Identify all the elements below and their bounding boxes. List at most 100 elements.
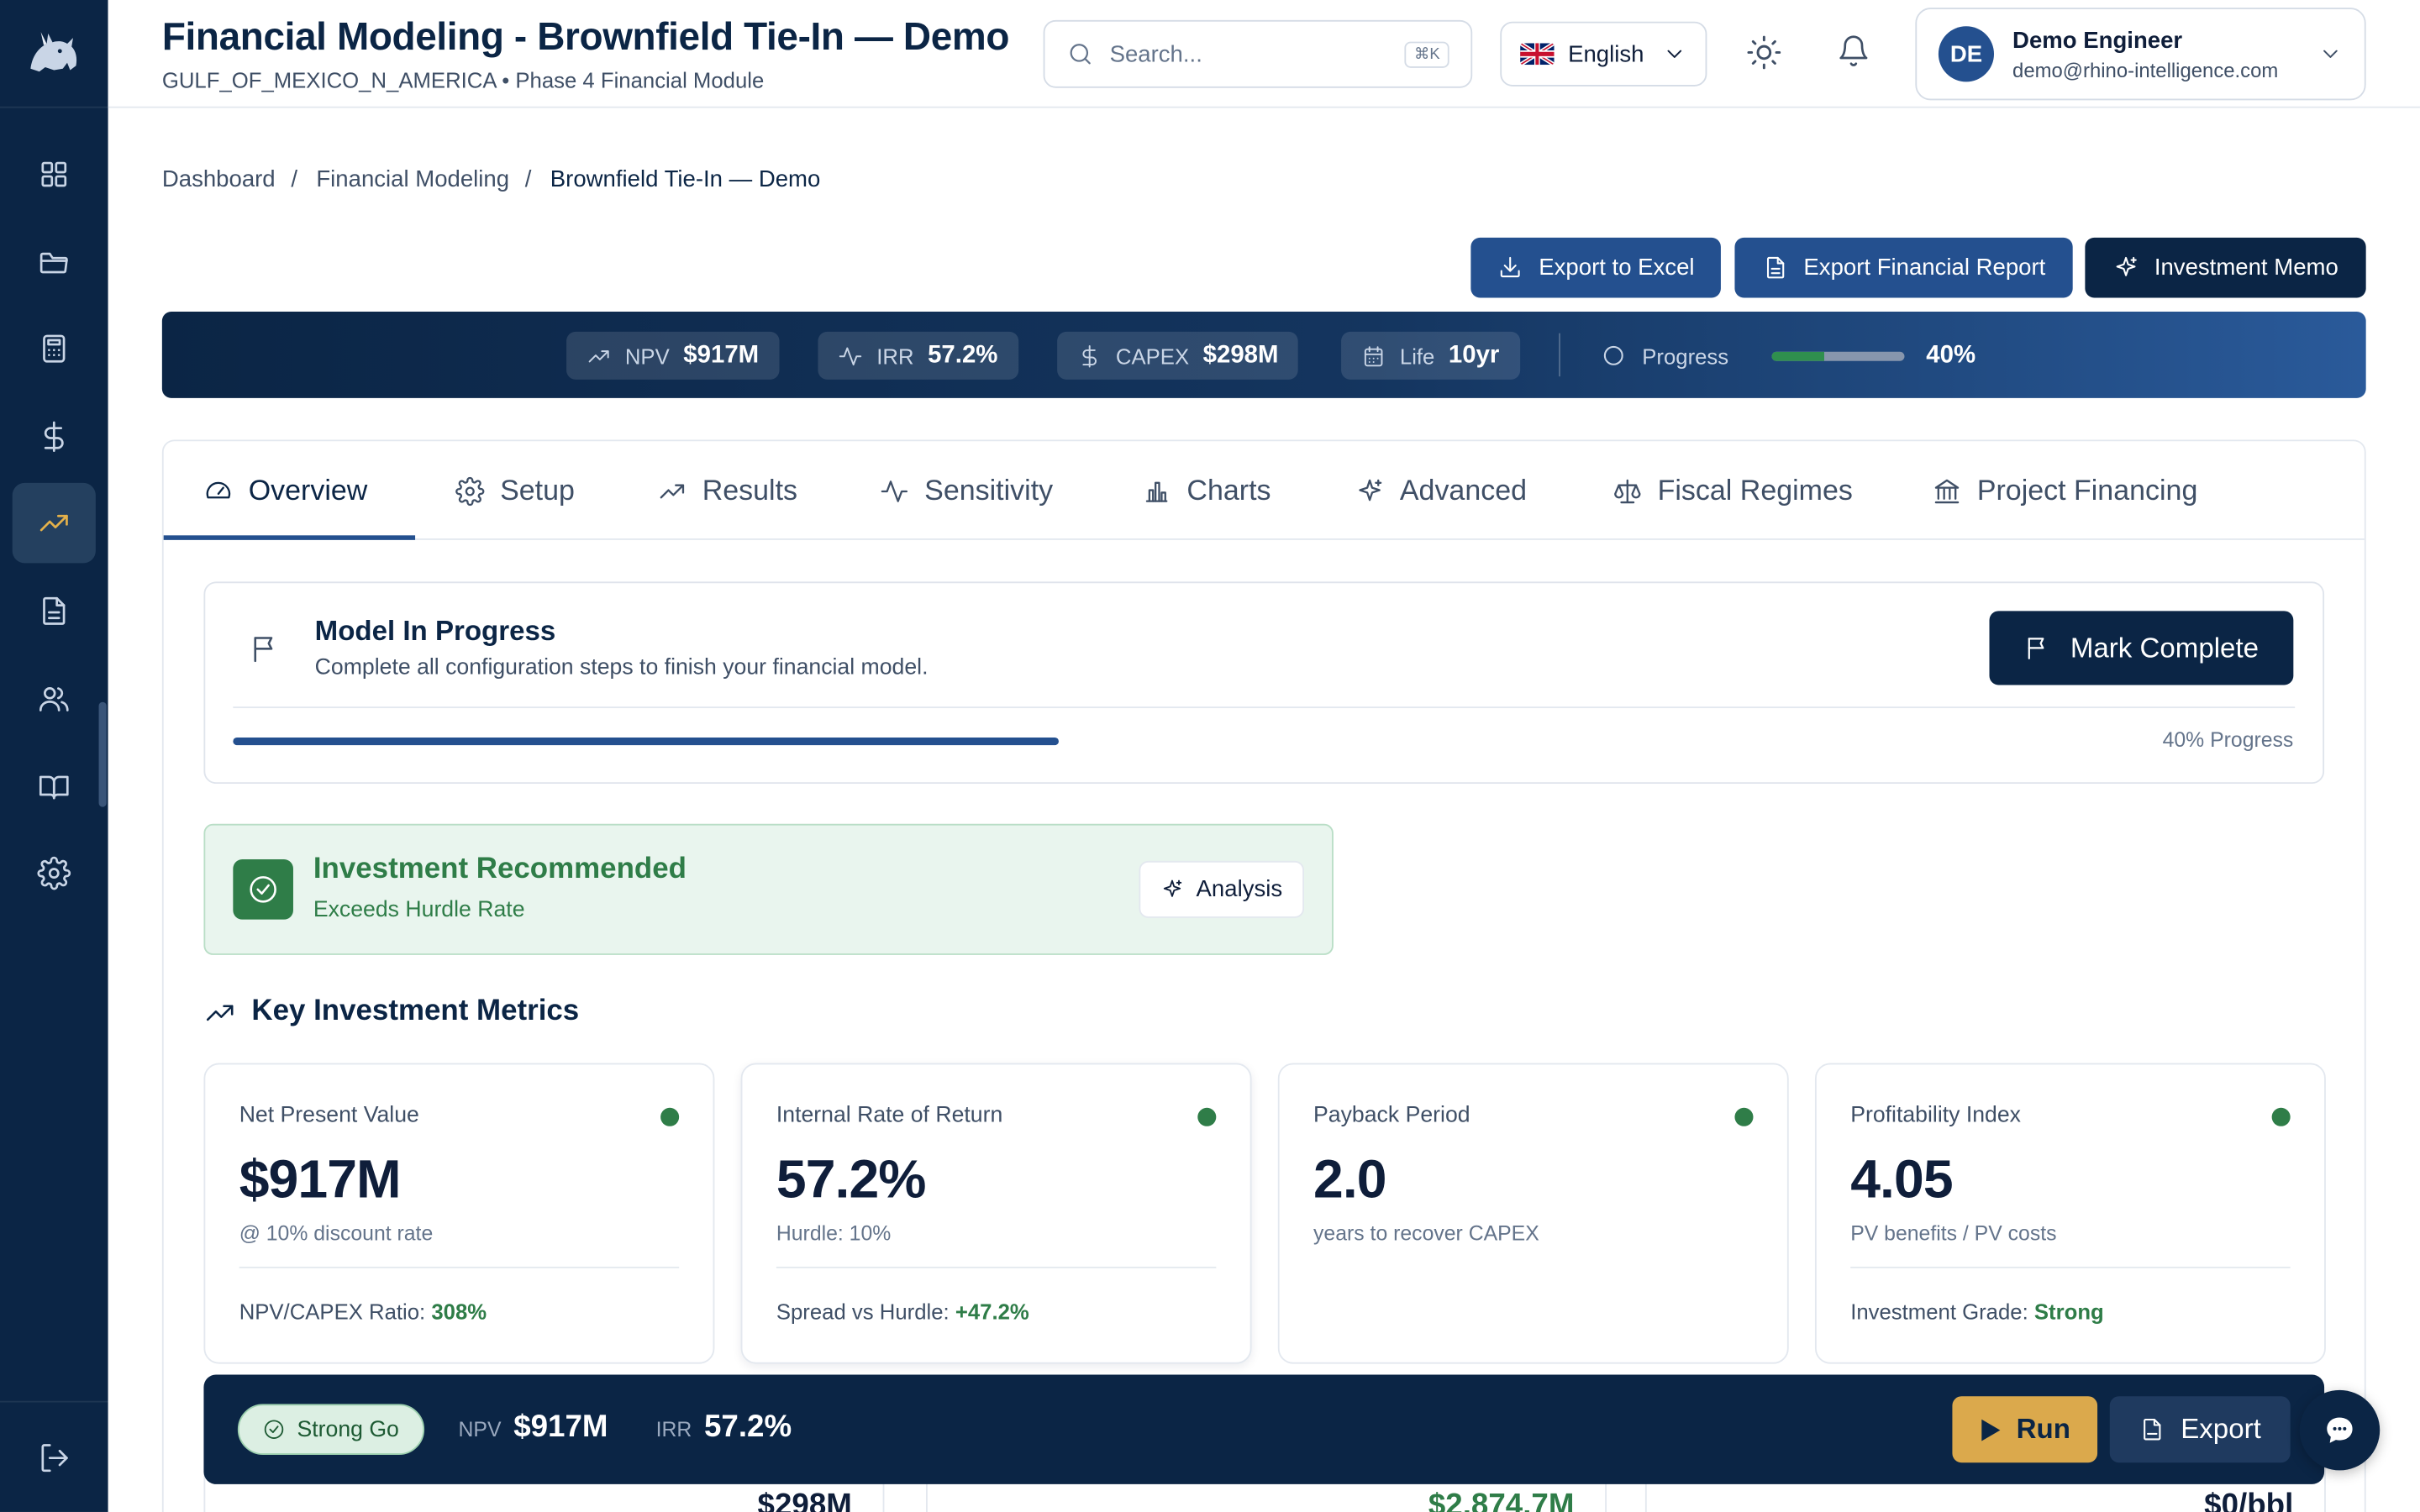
sidebar-item-dashboard[interactable]	[13, 134, 96, 215]
sticky-irr: IRR 57.2%	[656, 1410, 792, 1446]
sidebar-item-docs[interactable]	[13, 747, 96, 827]
sidebar-scrollbar[interactable]	[98, 701, 107, 807]
export-report-label: Export Financial Report	[1803, 255, 2046, 281]
chat-button[interactable]	[2299, 1389, 2381, 1471]
dollar-icon	[1082, 344, 1097, 367]
kpi-irr-value: 57.2%	[928, 341, 998, 369]
tab-project-financing[interactable]: Project Financing	[1933, 441, 2197, 540]
user-name: Demo Engineer	[2012, 27, 2183, 54]
model-status-panel: Model In Progress Complete all configura…	[203, 581, 2325, 785]
sidebar-item-settings[interactable]	[13, 833, 96, 914]
gear-icon	[37, 856, 71, 890]
kpi-life-value: 10yr	[1448, 341, 1500, 369]
export-label: Export	[2181, 1413, 2261, 1445]
users-icon	[39, 687, 69, 711]
metric-label: Net Present Value	[239, 1103, 419, 1128]
download-icon	[1500, 256, 1520, 278]
breadcrumb-separator: /	[291, 166, 297, 193]
export-report-button[interactable]: Export Financial Report	[1734, 237, 2073, 298]
breadcrumb-current: Brownfield Tie-In — Demo	[550, 166, 821, 193]
metric-label: Payback Period	[1313, 1103, 1470, 1128]
search-input[interactable]	[1109, 40, 1388, 67]
tab-bar: Overview Setup Results Sensitivity Chart…	[163, 441, 2365, 540]
decision-badge: Strong Go	[237, 1404, 425, 1456]
sticky-irr-value: 57.2%	[703, 1410, 792, 1445]
page-title: Financial Modeling - Brownfield Tie-In —…	[161, 15, 1010, 59]
tab-charts[interactable]: Charts	[1142, 441, 1271, 540]
tab-fiscal-regimes[interactable]: Fiscal Regimes	[1612, 441, 1853, 540]
sidebar-item-projects[interactable]	[13, 222, 96, 302]
sun-icon	[1747, 35, 1781, 70]
grid-icon	[41, 161, 67, 187]
book-icon	[39, 775, 69, 800]
metric-footer-label: NPV/CAPEX Ratio:	[239, 1299, 426, 1324]
avatar: DE	[1938, 26, 1995, 82]
kpi-capex-label: CAPEX	[1115, 343, 1190, 369]
tab-results[interactable]: Results	[657, 441, 797, 540]
kpi-npv: NPV $917M	[566, 331, 780, 380]
flag-icon	[254, 637, 273, 663]
check-badge	[233, 859, 293, 920]
kpi-progress-fill	[1771, 350, 1825, 360]
analysis-label: Analysis	[1196, 876, 1283, 903]
user-email: demo@rhino-intelligence.com	[2012, 57, 2279, 81]
sidebar-item-team[interactable]	[13, 659, 96, 739]
divider	[233, 706, 2296, 709]
trending-up-icon	[660, 483, 685, 498]
export-pdf-button[interactable]: Export	[2109, 1396, 2291, 1463]
tab-advanced[interactable]: Advanced	[1355, 441, 1527, 540]
kpi-progress-bar	[1771, 350, 1905, 360]
folder-icon	[39, 252, 68, 274]
kpi-npv-label: NPV	[624, 343, 670, 369]
divider	[1850, 1266, 2291, 1268]
divider	[776, 1266, 1217, 1268]
sidebar-item-financial-modeling[interactable]	[12, 482, 96, 564]
tab-setup[interactable]: Setup	[455, 441, 575, 540]
check-circle-icon	[265, 1420, 285, 1439]
top-header: Financial Modeling - Brownfield Tie-In —…	[108, 0, 2420, 108]
tab-results-label: Results	[702, 473, 798, 507]
notifications-button[interactable]	[1837, 34, 1870, 67]
metric-value: 2.0	[1313, 1149, 1387, 1210]
mark-complete-button[interactable]: Mark Complete	[1989, 611, 2294, 685]
kpi-capex-value: $298M	[1202, 341, 1279, 369]
analysis-button[interactable]: Analysis	[1139, 860, 1305, 918]
sparkle-icon	[1163, 879, 1182, 897]
sidebar-item-calculator[interactable]	[13, 308, 96, 389]
sparkle-icon	[2116, 256, 2137, 276]
tab-overview[interactable]: Overview	[203, 441, 367, 540]
sidebar-item-finance[interactable]	[13, 396, 96, 477]
metric-card-npv: Net Present Value $917M @ 10% discount r…	[203, 1063, 715, 1364]
app-logo[interactable]	[0, 0, 108, 108]
metric-footer: Investment Grade: Strong	[1850, 1299, 2104, 1324]
tab-sensitivity[interactable]: Sensitivity	[880, 441, 1053, 540]
divider	[239, 1266, 680, 1268]
main-card: Overview Setup Results Sensitivity Chart…	[161, 439, 2366, 1512]
kpi-progress-value: 40%	[1926, 341, 1976, 369]
user-menu[interactable]: DE Demo Engineer demo@rhino-intelligence…	[1915, 8, 2366, 101]
kpi-capex: CAPEX $298M	[1057, 331, 1299, 380]
metric-note: PV benefits / PV costs	[1850, 1221, 2057, 1246]
chat-bubble-icon	[2327, 1417, 2353, 1443]
run-button[interactable]: Run	[1952, 1396, 2098, 1463]
run-label: Run	[2016, 1413, 2070, 1445]
breadcrumb-dashboard[interactable]: Dashboard	[161, 166, 276, 193]
export-excel-button[interactable]: Export to Excel	[1470, 237, 1721, 298]
model-progress-bar	[233, 737, 1060, 746]
sticky-npv: NPV $917M	[458, 1410, 608, 1446]
sidebar-item-reports[interactable]	[13, 571, 96, 652]
recommendation-subtitle: Exceeds Hurdle Rate	[313, 897, 525, 923]
status-dot	[2271, 1107, 2291, 1126]
metric-footer-label: Spread vs Hurdle:	[776, 1299, 950, 1324]
bar-chart-icon	[1145, 480, 1168, 501]
metric-note: Hurdle: 10%	[776, 1221, 892, 1246]
language-selector[interactable]: English	[1500, 21, 1707, 87]
rhino-logo-icon	[30, 31, 77, 71]
kpi-summary-bar: NPV $917M IRR 57.2% CAPEX $298M Life 10y…	[161, 312, 2366, 398]
model-status-subtitle: Complete all configuration steps to fini…	[314, 655, 929, 680]
breadcrumb-financial-modeling[interactable]: Financial Modeling	[316, 166, 510, 193]
logout-button[interactable]	[13, 1418, 96, 1499]
investment-memo-button[interactable]: Investment Memo	[2085, 237, 2366, 298]
search-box[interactable]: ⌘K	[1043, 19, 1473, 88]
theme-toggle-button[interactable]	[1745, 34, 1782, 71]
